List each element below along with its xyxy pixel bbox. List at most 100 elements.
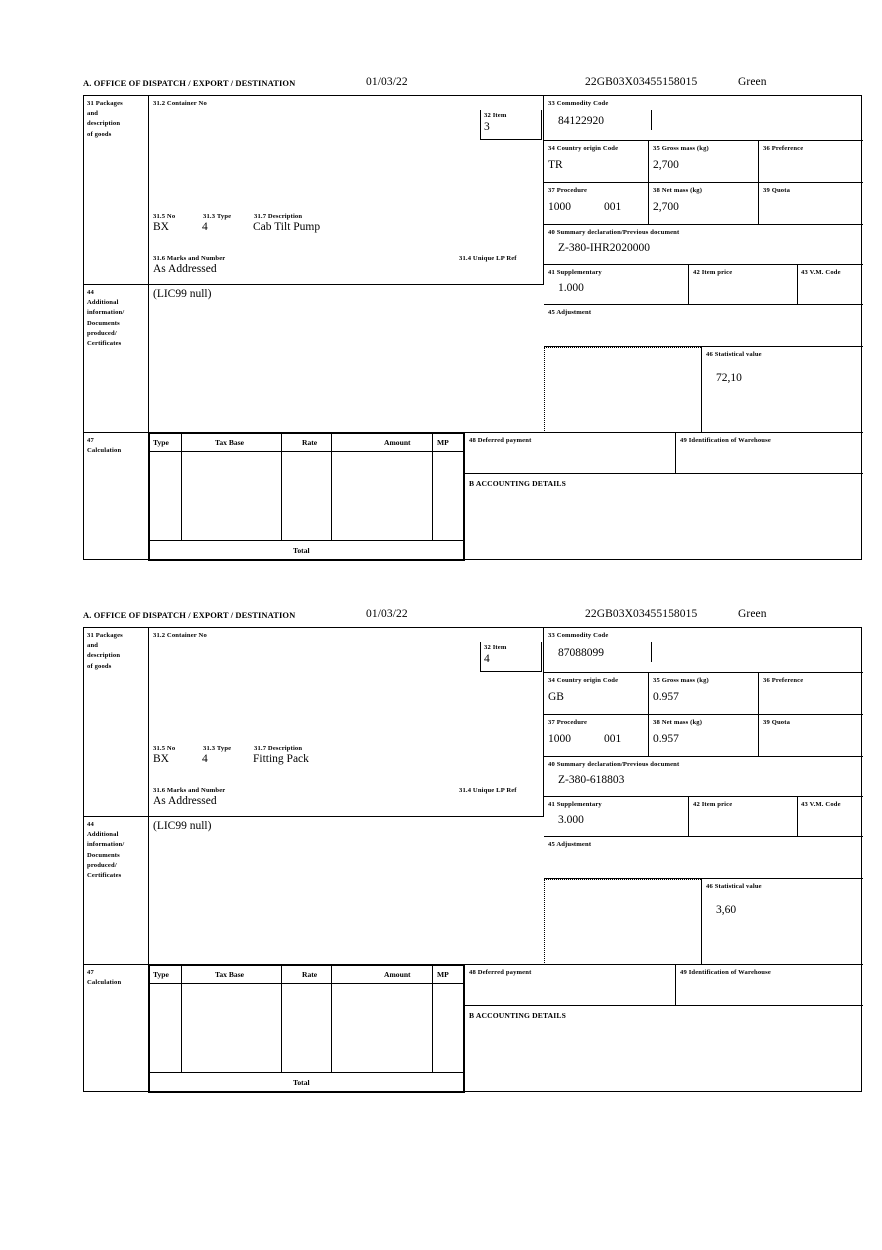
box-31-7-label: 31.7 Description: [254, 745, 303, 752]
box-42-item-price: 42 Item price: [689, 265, 798, 305]
box-43-label: 43 V.M. Code: [801, 269, 841, 276]
calc-cell-tax-base[interactable]: [182, 984, 282, 1073]
calc-cell-rate[interactable]: [282, 452, 332, 541]
calc-cell-type[interactable]: [149, 984, 182, 1073]
country-origin-value: GB: [548, 691, 564, 703]
office-of-dispatch-label: A. OFFICE OF DISPATCH / EXPORT / DESTINA…: [83, 78, 296, 88]
calc-col-rate: Rate: [282, 433, 332, 452]
box-b-accounting-details: B ACCOUNTING DETAILS: [464, 1006, 863, 1093]
calc-cell-tax-base[interactable]: [182, 452, 282, 541]
box-47-label-cell: 47 Calculation: [84, 965, 149, 1093]
box-33-commodity-code: 33 Commodity Code 84122920: [544, 96, 863, 141]
calc-header-mp: MP: [437, 438, 449, 447]
declaration-date: 01/03/22: [366, 76, 408, 88]
office-of-dispatch-label: A. OFFICE OF DISPATCH / EXPORT / DESTINA…: [83, 610, 296, 620]
box-45-adjustment: 45 Adjustment: [544, 837, 863, 879]
form-header: A. OFFICE OF DISPATCH / EXPORT / DESTINA…: [83, 608, 862, 627]
box-45-adjustment: 45 Adjustment: [544, 305, 863, 347]
calc-cell-type[interactable]: [149, 452, 182, 541]
box-44-label: 44 Additional information/ Documents pro…: [87, 289, 125, 348]
box-49-label: 49 Identification of Warehouse: [680, 437, 771, 444]
calc-header-amount: Amount: [384, 438, 411, 447]
calc-total-label: Total: [293, 546, 310, 555]
box-41-supplementary: 41 Supplementary 3.000: [544, 797, 689, 837]
box-49-warehouse: 49 Identification of Warehouse: [676, 433, 863, 474]
calc-total-label: Total: [293, 1078, 310, 1087]
calc-header-rate: Rate: [302, 438, 318, 447]
box-31-label-cell: 31 Packages and description of goods: [84, 628, 149, 817]
routing-lane: Green: [738, 608, 767, 620]
box-31-2-label: 31.2 Container No: [153, 100, 207, 107]
box-41-supplementary: 41 Supplementary 1.000: [544, 265, 689, 305]
box-44-label-cell: 44 Additional information/ Documents pro…: [84, 817, 149, 965]
box-38-net-mass: 38 Net mass (kg) 0.957: [649, 715, 759, 757]
form-body: 31 Packages and description of goods 31.…: [83, 95, 863, 561]
box-41-label: 41 Supplementary: [548, 801, 602, 808]
calc-col-rate: Rate: [282, 965, 332, 984]
previous-document-value: Z-380-IHR2020000: [558, 242, 650, 254]
box-43-vm-code: 43 V.M. Code: [798, 797, 863, 837]
country-origin-value: TR: [548, 159, 563, 171]
box-37-label: 37 Procedure: [548, 187, 588, 194]
calc-cell-amount[interactable]: [332, 452, 433, 541]
customs-form-item-3: A. OFFICE OF DISPATCH / EXPORT / DESTINA…: [83, 76, 863, 561]
box-48-deferred-payment: 48 Deferred payment: [464, 433, 676, 474]
box-42-label: 42 Item price: [693, 801, 733, 808]
box-46-label: 46 Statistical value: [706, 883, 762, 890]
calc-header-type: Type: [153, 438, 169, 447]
commodity-code-value: 87088099: [558, 647, 604, 659]
box-b-accounting-details: B ACCOUNTING DETAILS: [464, 474, 863, 561]
box-41-label: 41 Supplementary: [548, 269, 602, 276]
supplementary-value: 3.000: [558, 814, 584, 826]
calc-col-amount: Amount: [332, 965, 433, 984]
box-44-label-cell: 44 Additional information/ Documents pro…: [84, 285, 149, 433]
goods-description-value: Fitting Pack: [253, 753, 309, 765]
box-40-label: 40 Summary declaration/Previous document: [548, 761, 680, 768]
box-33-commodity-code: 33 Commodity Code 87088099: [544, 628, 863, 673]
box-45-label: 45 Adjustment: [548, 841, 592, 848]
item-number-value: 3: [484, 121, 490, 133]
calc-col-mp: MP: [433, 433, 464, 452]
box-48-label: 48 Deferred payment: [469, 969, 532, 976]
marks-and-number-value: As Addressed: [153, 263, 217, 275]
box-39-label: 39 Quota: [763, 187, 791, 194]
box-31-label-cell: 31 Packages and description of goods: [84, 96, 149, 285]
box-46-statistical-value: 46 Statistical value 3,60: [701, 879, 863, 965]
box-38-label: 38 Net mass (kg): [653, 187, 703, 194]
package-type-value: 4: [202, 753, 208, 765]
box-36-preference: 36 Preference: [759, 673, 863, 715]
calc-total-row: Total: [149, 541, 464, 561]
box-36-preference: 36 Preference: [759, 141, 863, 183]
calc-cell-amount[interactable]: [332, 984, 433, 1073]
box-44-content-cell: (LIC99 null): [149, 285, 544, 433]
box-38-label: 38 Net mass (kg): [653, 719, 703, 726]
box-36-label: 36 Preference: [763, 677, 804, 684]
box-45-dotted-spacer: [544, 879, 701, 965]
routing-lane: Green: [738, 76, 767, 88]
calc-cell-rate[interactable]: [282, 984, 332, 1073]
box-37-label: 37 Procedure: [548, 719, 588, 726]
customs-form-item-4: A. OFFICE OF DISPATCH / EXPORT / DESTINA…: [83, 608, 863, 1093]
box-31-label: 31 Packages and description of goods: [87, 100, 123, 138]
box-35-gross-mass: 35 Gross mass (kg) 0.957: [649, 673, 759, 715]
procedure-additional-value: 001: [604, 733, 622, 745]
package-no-value: BX: [153, 221, 169, 233]
box-35-label: 35 Gross mass (kg): [653, 677, 709, 684]
procedure-value: 1000: [548, 201, 571, 213]
calc-col-tax-base: Tax Base: [182, 965, 282, 984]
calc-col-mp: MP: [433, 965, 464, 984]
box-39-quota: 39 Quota: [759, 183, 863, 225]
box-45-dotted-spacer: [544, 347, 701, 433]
box-47-label: 47 Calculation: [87, 969, 122, 987]
box-40-previous-document: 40 Summary declaration/Previous document…: [544, 225, 863, 265]
calc-cell-mp[interactable]: [433, 984, 464, 1073]
box-43-label: 43 V.M. Code: [801, 801, 841, 808]
box-39-label: 39 Quota: [763, 719, 791, 726]
box-34-label: 34 Country origin Code: [548, 677, 619, 684]
box-44-content-cell: (LIC99 null): [149, 817, 544, 965]
box-31-5-label: 31.5 No: [153, 213, 176, 220]
box-34-country-origin: 34 Country origin Code GB: [544, 673, 649, 715]
calc-cell-mp[interactable]: [433, 452, 464, 541]
box-40-previous-document: 40 Summary declaration/Previous document…: [544, 757, 863, 797]
box-48-deferred-payment: 48 Deferred payment: [464, 965, 676, 1006]
